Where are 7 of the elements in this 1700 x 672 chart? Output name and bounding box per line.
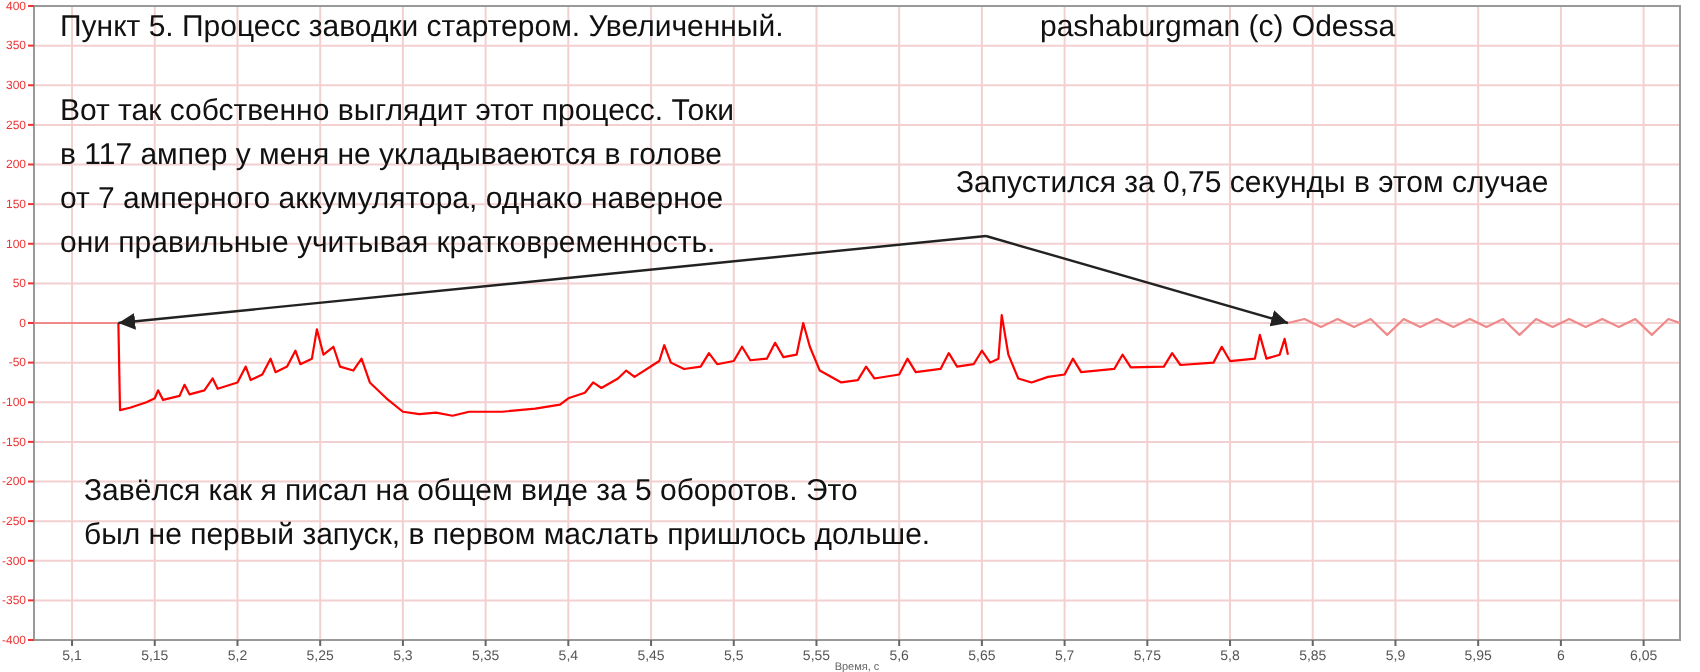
annotation: Пункт 5. Процесс заводки стартером. Увеличенный. [60, 10, 784, 44]
annotation: Вот так собственно выглядит этот процесс. Токи в 117 ампер у меня не укладываеются в голове от 7 амперного аккумулятора, однако наверное они правильные учитывая кратковременность. [60, 94, 735, 260]
annotation: Запустился за 0,75 секунды в этом случае [956, 166, 1549, 200]
line-series [117, 313, 1290, 417]
annotation: pashaburgman (c) Odessa [1040, 10, 1397, 44]
annotation: Завёлся как я писал на общем виде за 5 оборотов. Это был не первый запуск, в первом маслать пришлось дольше. [84, 474, 931, 552]
line-series [1286, 317, 1682, 336]
